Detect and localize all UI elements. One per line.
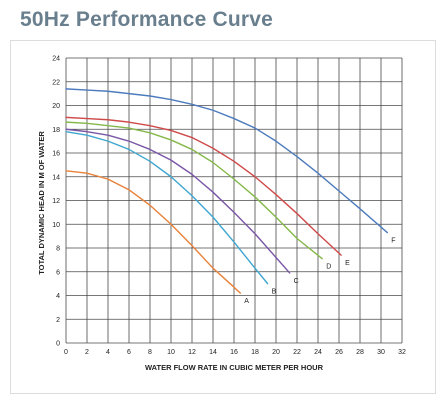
y-tick-label: 2 [56,317,60,324]
y-tick-label: 8 [56,246,60,253]
series-label-c: C [294,278,299,285]
x-axis-title: WATER FLOW RATE IN CUBIC METER PER HOUR [145,363,324,372]
x-tick-label: 24 [314,349,322,356]
x-tick-label: 32 [398,349,406,356]
y-tick-label: 6 [56,269,60,276]
x-tick-label: 16 [230,349,238,356]
y-tick-label: 18 [52,127,60,134]
series-line-c [65,128,291,274]
x-tick-label: 22 [293,349,301,356]
x-tick-label: 8 [148,349,152,356]
x-tick-label: 20 [272,349,280,356]
series-label-d: D [326,264,331,271]
y-tick-label: 0 [56,341,60,348]
series-labels: A B C D E F [244,238,395,306]
chart-frame [10,40,436,394]
series-line-a [65,170,242,294]
y-tick-label: 10 [52,222,60,229]
series-line-e [65,116,342,256]
series-line-b [65,130,269,285]
x-tick-label: 6 [127,349,131,356]
x-tick-label: 12 [188,349,196,356]
x-tick-label: 26 [335,349,343,356]
series-label-e: E [345,260,350,267]
x-tick-label: 0 [64,349,68,356]
page-title: 50Hz Performance Curve [20,8,274,31]
series-line-f [65,88,388,234]
series-label-a: A [244,298,249,305]
y-tick-label: 14 [52,174,60,181]
x-tick-label: 14 [209,349,217,356]
grid [65,57,403,344]
x-tick-label: 28 [356,349,364,356]
y-tick-label: 16 [52,151,60,158]
x-tick-label: 4 [106,349,110,356]
x-tick-label: 10 [167,349,175,356]
y-tick-label: 24 [52,56,60,63]
series-line-d [65,121,323,260]
series-lines [65,88,388,294]
x-tick-label: 2 [85,349,89,356]
x-tick-label: 18 [251,349,259,356]
series-label-f: F [391,238,395,245]
y-axis-title: TOTAL DYNAMIC HEAD IN M OF WATER [37,131,46,275]
y-tick-label: 22 [52,79,60,86]
x-tick-label: 30 [377,349,385,356]
y-tick-label: 4 [56,293,60,300]
y-tick-label: 12 [52,198,60,205]
y-tick-label: 20 [52,103,60,110]
tick-labels: 0 2 4 6 8 10 12 14 16 18 20 22 24 26 28 30 3202468101214… [52,56,406,357]
series-label-b: B [272,289,277,296]
